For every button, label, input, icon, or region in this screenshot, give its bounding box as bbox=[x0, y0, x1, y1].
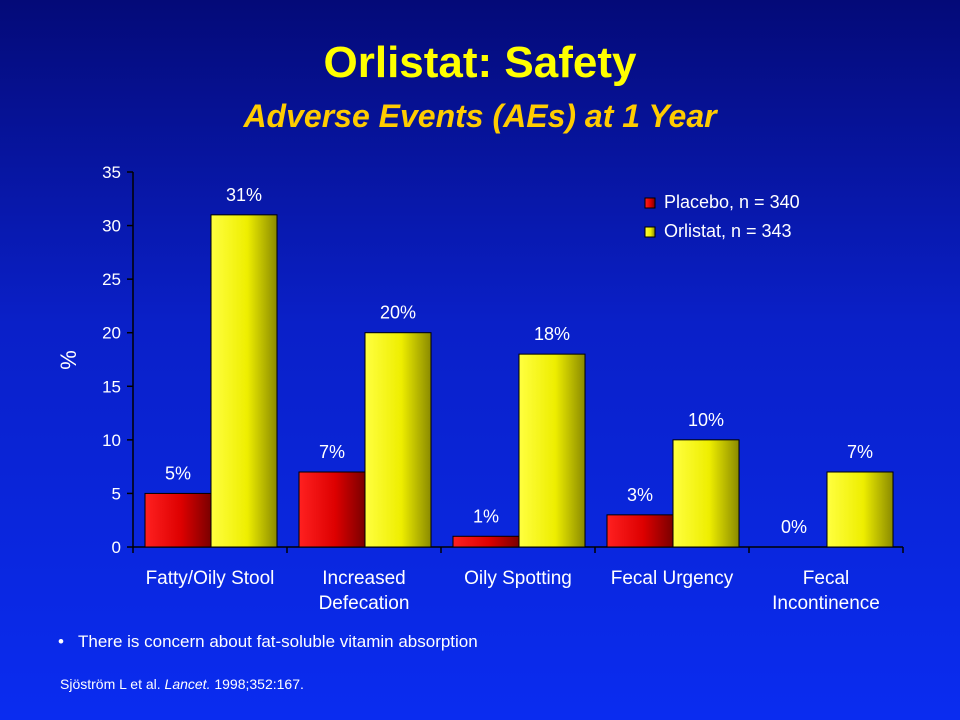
bar-orlistat bbox=[826, 471, 894, 548]
bar-chart: 0 5 10 15 20 25 30 35% Fatty/Oily Stool Increased… bbox=[56, 163, 904, 614]
data-label: 10% bbox=[688, 410, 724, 430]
y-tick-label: 20 bbox=[102, 324, 121, 343]
legend-label: Placebo, n = 340 bbox=[664, 192, 800, 212]
y-axis-label: % bbox=[56, 350, 81, 370]
citation-details: 1998;352:167. bbox=[214, 676, 304, 692]
citation: Sjöström L et al. Lancet. 1998;352:167. bbox=[60, 676, 304, 692]
data-label: 20% bbox=[380, 303, 416, 323]
data-label: 0% bbox=[781, 517, 807, 537]
legend-swatch bbox=[644, 226, 656, 238]
legend-label: Orlistat, n = 343 bbox=[664, 221, 792, 241]
x-tick-label: Incontinence bbox=[772, 593, 880, 614]
data-label: 18% bbox=[534, 324, 570, 344]
bar-placebo bbox=[452, 535, 520, 548]
data-label: 1% bbox=[473, 506, 499, 526]
data-label: 7% bbox=[847, 442, 873, 462]
bar-orlistat bbox=[364, 332, 432, 548]
bullet-text: There is concern about fat-soluble vitam… bbox=[78, 632, 478, 651]
slide-subtitle: Adverse Events (AEs) at 1 Year bbox=[243, 98, 717, 134]
citation-journal: Lancet. bbox=[164, 676, 211, 692]
chart-legend: Placebo, n = 340 Orlistat, n = 343 bbox=[644, 192, 800, 241]
y-tick-label: 35 bbox=[102, 163, 121, 182]
bar-placebo bbox=[298, 471, 366, 548]
y-tick-label: 0 bbox=[112, 538, 121, 557]
slide-title: Orlistat: Safety bbox=[323, 38, 637, 87]
bar-placebo bbox=[144, 492, 212, 548]
bar-orlistat bbox=[210, 214, 278, 548]
data-label: 3% bbox=[627, 485, 653, 505]
citation-authors: Sjöström L et al. bbox=[60, 676, 161, 692]
bar-orlistat bbox=[518, 353, 586, 548]
bullet-dot-icon: • bbox=[58, 632, 64, 651]
data-label: 7% bbox=[319, 442, 345, 462]
x-tick-label: Oily Spotting bbox=[464, 568, 572, 589]
data-label: 5% bbox=[165, 463, 191, 483]
bullet-point: • There is concern about fat-soluble vita… bbox=[58, 632, 478, 652]
y-tick-label: 30 bbox=[102, 217, 121, 236]
x-tick-label: Fatty/Oily Stool bbox=[146, 568, 275, 589]
x-tick-label: Fecal Urgency bbox=[611, 568, 734, 589]
bar-orlistat bbox=[672, 439, 740, 548]
chart-bars: 5% 7% 1% 3% 0% 31% 20% 18% 10% 7% bbox=[144, 185, 894, 548]
y-tick-label: 10 bbox=[102, 431, 121, 450]
x-tick-label: Fecal bbox=[803, 568, 849, 589]
y-tick-label: 25 bbox=[102, 270, 121, 289]
legend-swatch bbox=[644, 197, 656, 209]
x-tick-label: Defecation bbox=[319, 593, 410, 614]
data-label: 31% bbox=[226, 185, 262, 205]
bar-placebo bbox=[606, 514, 674, 548]
y-tick-label: 15 bbox=[102, 377, 121, 396]
y-tick-label: 5 bbox=[112, 484, 121, 503]
x-tick-label: Increased bbox=[322, 568, 405, 589]
chart-axes: 0 5 10 15 20 25 30 35% Fatty/Oily Stool Increased… bbox=[56, 163, 904, 614]
